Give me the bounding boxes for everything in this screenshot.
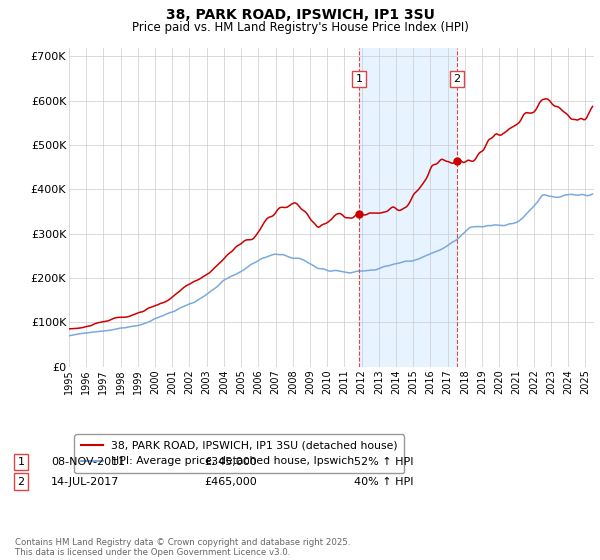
Text: 38, PARK ROAD, IPSWICH, IP1 3SU: 38, PARK ROAD, IPSWICH, IP1 3SU [166, 8, 434, 22]
Text: 2: 2 [454, 73, 461, 83]
Text: Contains HM Land Registry data © Crown copyright and database right 2025.
This d: Contains HM Land Registry data © Crown c… [15, 538, 350, 557]
Legend: 38, PARK ROAD, IPSWICH, IP1 3SU (detached house), HPI: Average price, detached h: 38, PARK ROAD, IPSWICH, IP1 3SU (detache… [74, 435, 404, 473]
Text: £345,000: £345,000 [204, 457, 257, 467]
Text: 08-NOV-2011: 08-NOV-2011 [51, 457, 125, 467]
Text: £465,000: £465,000 [204, 477, 257, 487]
Text: 1: 1 [356, 73, 362, 83]
Text: 1: 1 [17, 457, 25, 467]
Text: Price paid vs. HM Land Registry's House Price Index (HPI): Price paid vs. HM Land Registry's House … [131, 21, 469, 34]
Text: 2: 2 [17, 477, 25, 487]
Text: 14-JUL-2017: 14-JUL-2017 [51, 477, 119, 487]
Bar [359, 48, 457, 367]
Text: 40% ↑ HPI: 40% ↑ HPI [354, 477, 413, 487]
Text: 52% ↑ HPI: 52% ↑ HPI [354, 457, 413, 467]
